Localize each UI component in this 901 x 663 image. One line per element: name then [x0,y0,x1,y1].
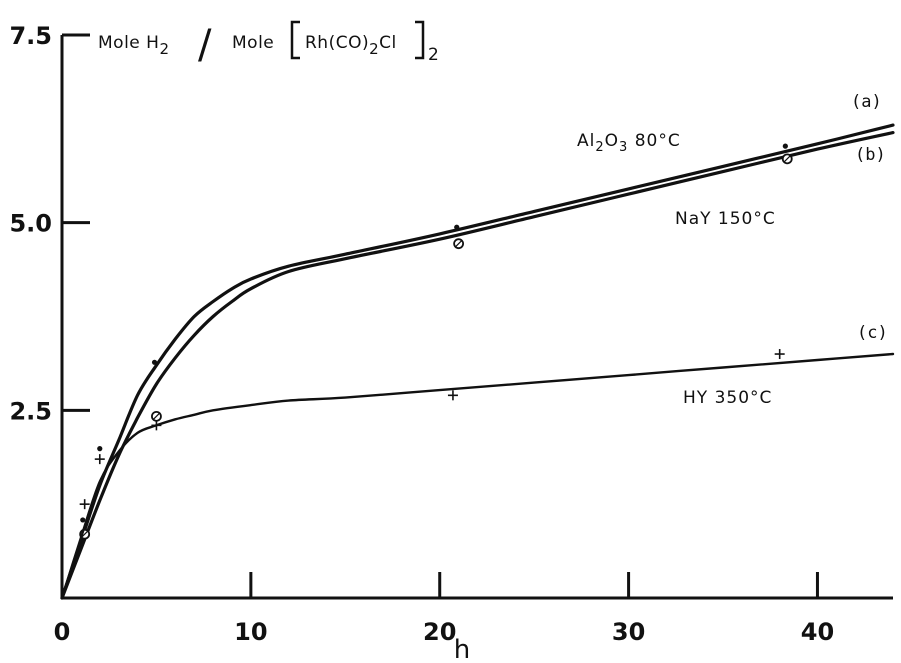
ylabel-formula-end: Cl [379,33,397,53]
data-point-plus [447,390,458,401]
ylabel-mid: Mole [232,33,274,53]
ylabel-prefix-sub: 2 [159,40,169,58]
data-point-circle [151,410,162,422]
ylabel-formula-sub: 2 [369,40,379,58]
data-point-plus [79,499,90,510]
right-bracket [415,20,425,60]
y-tick-label: 7.5 [9,22,52,50]
x-tick-label: 40 [801,618,834,646]
data-point-plus [774,349,785,360]
ylabel-formula: Rh(CO) [305,33,369,53]
series-b: (b) NaY 150°C [60,131,895,600]
y-axis-title: Mole H2 [98,33,169,58]
data-point-circle [453,238,465,250]
series-tag: (a) [851,92,882,112]
series-line [60,123,895,600]
y-tick-label: 2.5 [9,397,52,425]
series-a: (a) Al2O3 80°C [60,92,895,600]
series-label: Al2O3 80°C [577,131,681,155]
axes [60,35,893,600]
y-tick-label: 5.0 [9,210,52,238]
data-point-circle [781,153,793,165]
left-bracket [290,20,300,60]
ylabel-outer-sub: 2 [428,45,439,65]
data-point-dot [454,224,460,230]
ylabel-bracket-group: Rh(CO)2Cl 2 [290,20,439,65]
x-tick-label: 0 [54,618,71,646]
x-tick-label: 10 [234,618,267,646]
data-point-dot [97,446,103,452]
data-point-dot [782,143,788,149]
data-point-plus [151,420,162,431]
data-point-dot [80,517,86,523]
series-tag: (b) [855,145,886,165]
series-label: NaY 150°C [675,209,776,229]
series-label: HY 350°C [683,388,772,408]
ylabel-slash: / [198,22,212,68]
x-tick-label: 20 [423,618,456,646]
x-tick-label: 30 [612,618,645,646]
series-tag: (c) [857,323,888,343]
series-line [60,131,895,600]
data-point-dot [151,359,158,365]
ticks: 0 10 20 30 40 2.5 5.0 7.5 [9,22,834,646]
series-layer: (a) Al2O3 80°C (b) NaY 150°C (c) HY 350°C [60,92,895,600]
series-line [60,352,895,600]
series-c: (c) HY 350°C [60,323,895,600]
x-axis-title: h [454,635,470,663]
svg-text:Rh(CO)2Cl: Rh(CO)2Cl [305,33,397,58]
ylabel-prefix: Mole H [98,33,159,53]
data-point-plus [94,454,105,465]
